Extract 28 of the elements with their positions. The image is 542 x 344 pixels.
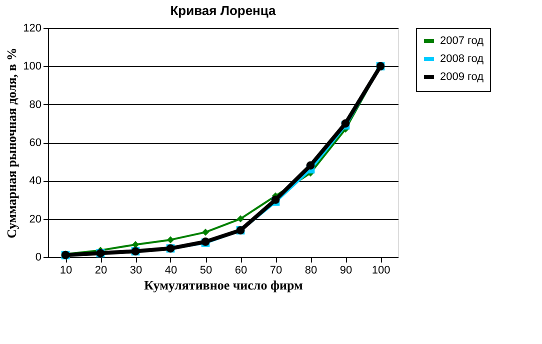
y-tick-label: 0 [35,252,42,264]
x-tick-label: 10 [60,264,72,276]
x-axis-title: Кумулятивное число фирм [144,278,303,292]
y-tick-label: 80 [29,98,42,111]
x-tick-label: 60 [234,264,248,276]
y-tick-label: 60 [29,137,42,149]
y-tick-label: 20 [29,213,42,226]
point [202,228,210,236]
y-axis-title: Суммарная рыночная доля, в % [4,48,20,238]
legend-label: 2009 год [440,71,484,83]
y-tick-label: 40 [29,175,42,188]
x-tick-label: 70 [270,264,282,276]
point [236,215,244,222]
x-tick-label: 20 [94,264,108,276]
point [132,241,140,248]
x-tick-label: 40 [164,264,178,276]
y-tick-label: 120 [23,22,42,34]
x-tick-label: 80 [304,264,318,276]
legend-label: 2008 год [440,53,484,65]
chart-title: Кривая Лоренца [170,3,277,18]
legend-label: 2007 год [440,35,484,47]
y-tick-label: 100 [23,60,42,73]
point [306,161,315,170]
x-tick-label: 100 [372,264,390,276]
x-tick-label: 90 [340,264,352,276]
x-tick-label: 50 [200,264,212,276]
x-tick-label: 30 [130,264,142,276]
point [166,236,174,244]
